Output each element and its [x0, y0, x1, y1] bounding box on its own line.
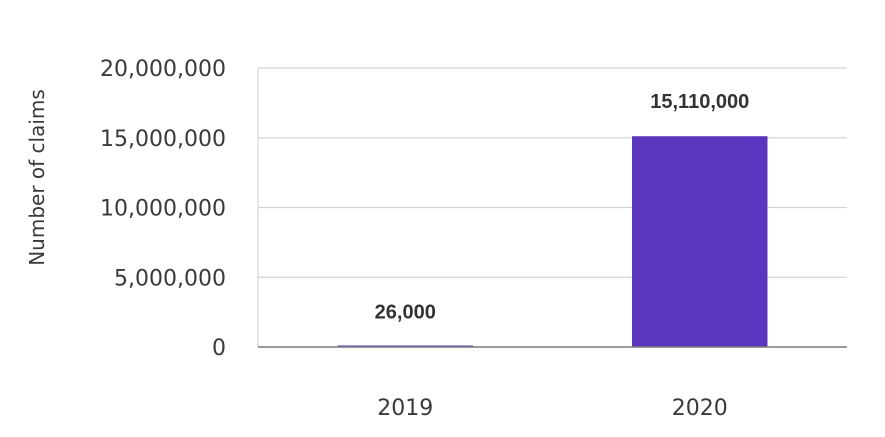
y-axis-title: Number of claims — [25, 89, 49, 266]
x-tick-label-2019: 2019 — [377, 396, 433, 421]
y-tick-label: 5,000,000 — [114, 266, 226, 291]
y-tick-label: 0 — [212, 336, 226, 361]
y-tick-label: 15,000,000 — [100, 127, 226, 152]
data-label-2019: 26,000 — [375, 302, 436, 324]
y-axis-ticks: 0 5,000,000 10,000,000 15,000,000 20,000,000 — [100, 57, 226, 361]
bar-2020 — [632, 136, 768, 347]
x-tick-label-2020: 2020 — [672, 396, 728, 421]
x-axis-categories: 2019 2020 — [377, 396, 728, 421]
data-label-2020: 15,110,000 — [650, 91, 749, 113]
y-tick-label: 20,000,000 — [100, 57, 226, 82]
y-tick-label: 10,000,000 — [100, 197, 226, 222]
data-labels: 26,000 15,110,000 — [375, 91, 750, 323]
